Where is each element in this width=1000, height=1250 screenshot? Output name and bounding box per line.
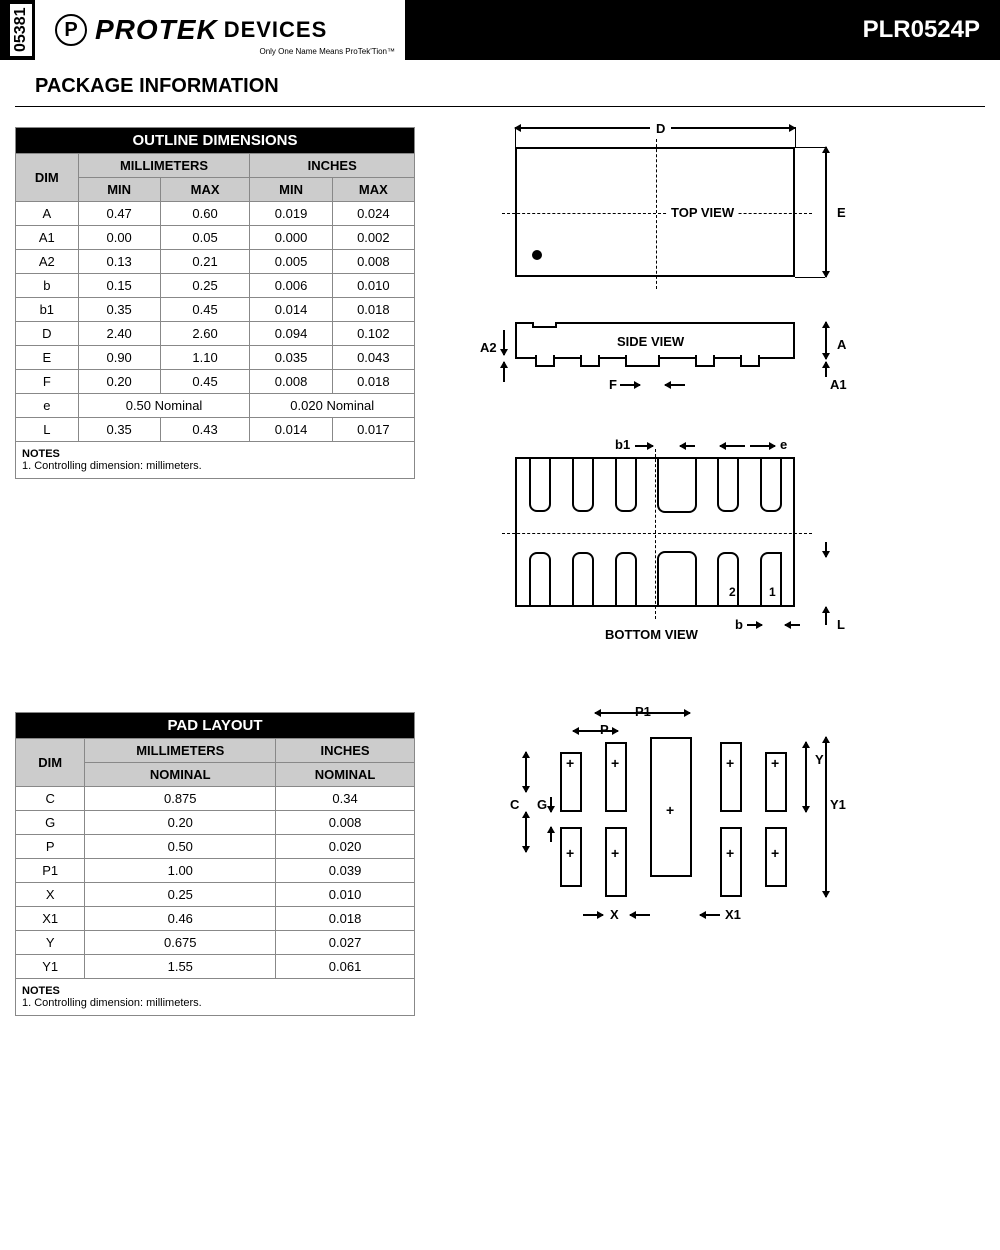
- label-b1: b1: [615, 437, 630, 452]
- table-row: A20.130.210.0050.008: [16, 250, 415, 274]
- table-row: Y11.550.061: [16, 955, 415, 979]
- pad-layout-diagram: P1 P + + + + + + + + + C: [495, 712, 855, 912]
- label-e: e: [780, 437, 787, 452]
- label-g: G: [537, 797, 547, 812]
- notes-block: NOTES 1. Controlling dimension: millimet…: [15, 979, 415, 1016]
- col-in: INCHES: [250, 154, 415, 178]
- table-row: e0.50 Nominal0.020 Nominal: [16, 394, 415, 418]
- label-l: L: [837, 617, 845, 632]
- note-1: 1. Controlling dimension: millimeters.: [22, 997, 408, 1009]
- side-view-label: SIDE VIEW: [617, 334, 684, 349]
- label-a2: A2: [480, 340, 497, 355]
- pad-layout-table: PAD LAYOUT DIM MILLIMETERS INCHES NOMINA…: [15, 712, 415, 979]
- part-number: PLR0524P: [863, 16, 980, 44]
- top-view-label: TOP VIEW: [667, 205, 738, 220]
- brand-name: PROTEK: [95, 14, 218, 46]
- top-view-diagram: D TOP VIEW E: [475, 127, 985, 292]
- bottom-view-label: BOTTOM VIEW: [605, 627, 698, 642]
- label-c: C: [510, 797, 519, 812]
- table-row: X10.460.018: [16, 907, 415, 931]
- col-mm: MILLIMETERS: [78, 154, 250, 178]
- label-b: b: [735, 617, 743, 632]
- table-row: Y0.6750.027: [16, 931, 415, 955]
- col-max: MAX: [332, 178, 414, 202]
- table-row: G0.200.008: [16, 811, 415, 835]
- col-dim: DIM: [16, 154, 79, 202]
- col-nom: NOMINAL: [85, 763, 276, 787]
- pin-2: 2: [729, 585, 736, 599]
- table-row: b0.150.250.0060.010: [16, 274, 415, 298]
- notes-block: NOTES 1. Controlling dimension: millimet…: [15, 442, 415, 479]
- brand-sub: DEVICES: [224, 17, 328, 43]
- table-title: OUTLINE DIMENSIONS: [16, 128, 415, 154]
- label-y1: Y1: [830, 797, 846, 812]
- table-row: D2.402.600.0940.102: [16, 322, 415, 346]
- table-row: P0.500.020: [16, 835, 415, 859]
- notes-title: NOTES: [22, 448, 408, 460]
- notes-title: NOTES: [22, 985, 408, 997]
- label-e: E: [837, 205, 846, 220]
- tagline: Only One Name Means ProTek'Tion™: [259, 47, 395, 56]
- col-nom: NOMINAL: [276, 763, 415, 787]
- label-a: A: [837, 337, 846, 352]
- bottom-view-diagram: b1 e 2 1: [475, 442, 985, 652]
- label-f: F: [609, 377, 617, 392]
- label-a1: A1: [830, 377, 847, 392]
- table-row: b10.350.450.0140.018: [16, 298, 415, 322]
- logo-area: P PROTEK DEVICES Only One Name Means Pro…: [35, 0, 405, 60]
- outline-dimensions-table: OUTLINE DIMENSIONS DIM MILLIMETERS INCHE…: [15, 127, 415, 442]
- label-x: X: [610, 907, 619, 922]
- table-row: L0.350.430.0140.017: [16, 418, 415, 442]
- table-title: PAD LAYOUT: [16, 713, 415, 739]
- table-row: F0.200.450.0080.018: [16, 370, 415, 394]
- col-in: INCHES: [276, 739, 415, 763]
- table-row: A10.000.050.0000.002: [16, 226, 415, 250]
- side-view-diagram: SIDE VIEW A2 A A1 F: [475, 322, 985, 412]
- section-title: PACKAGE INFORMATION: [15, 60, 985, 107]
- pin1-dot: [532, 250, 542, 260]
- table-row: X0.250.010: [16, 883, 415, 907]
- doc-number: 05381: [10, 4, 32, 56]
- table-row: A0.470.600.0190.024: [16, 202, 415, 226]
- content-row-1: OUTLINE DIMENSIONS DIM MILLIMETERS INCHE…: [0, 107, 1000, 702]
- note-1: 1. Controlling dimension: millimeters.: [22, 460, 408, 472]
- content-row-2: PAD LAYOUT DIM MILLIMETERS INCHES NOMINA…: [0, 702, 1000, 1036]
- label-x1: X1: [725, 907, 741, 922]
- col-mm: MILLIMETERS: [85, 739, 276, 763]
- label-d: D: [650, 121, 671, 136]
- col-min: MIN: [250, 178, 332, 202]
- table-row: C0.8750.34: [16, 787, 415, 811]
- col-dim: DIM: [16, 739, 85, 787]
- header: 05381 P PROTEK DEVICES Only One Name Mea…: [0, 0, 1000, 60]
- col-max: MAX: [160, 178, 250, 202]
- col-min: MIN: [78, 178, 160, 202]
- label-y: Y: [815, 752, 824, 767]
- logo-icon: P: [55, 14, 87, 46]
- table-row: E0.901.100.0350.043: [16, 346, 415, 370]
- table-row: P11.000.039: [16, 859, 415, 883]
- pin-1: 1: [769, 585, 776, 599]
